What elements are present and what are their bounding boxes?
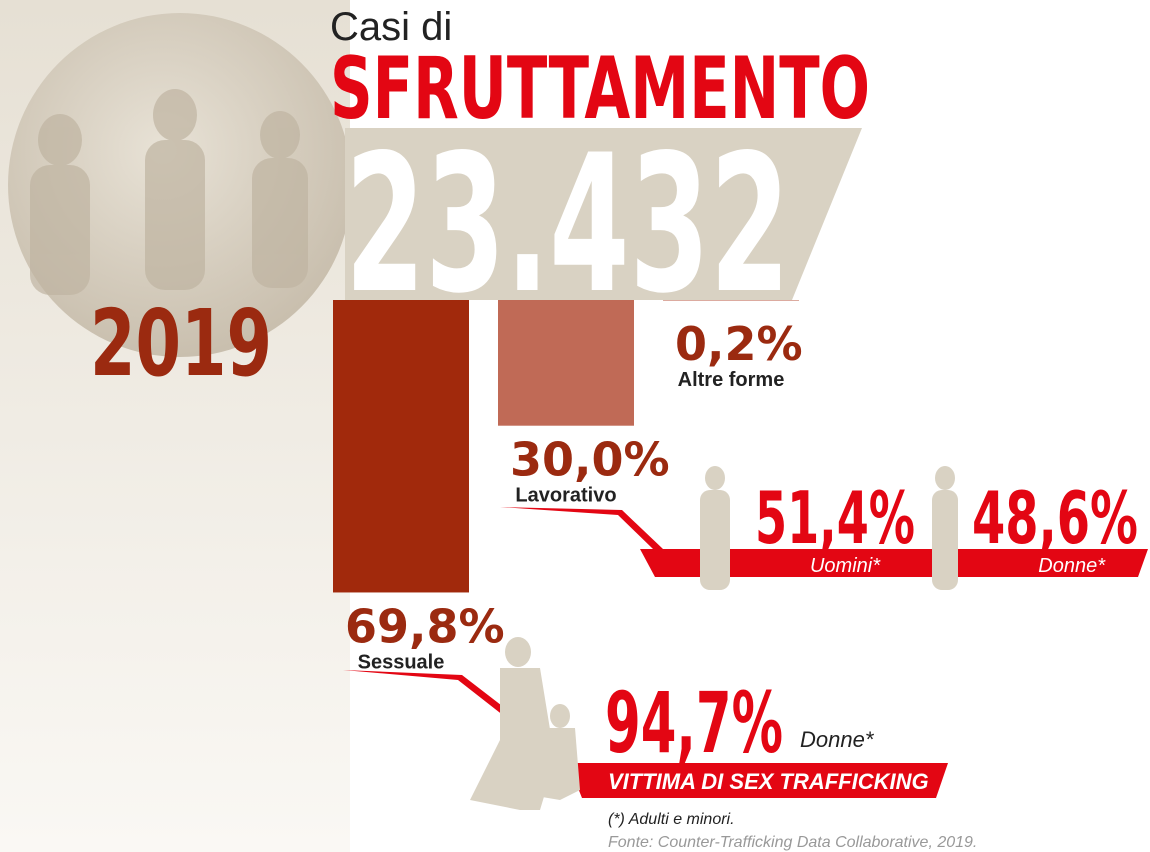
trafficking-label: Donne* — [800, 727, 875, 752]
year: 2019 — [90, 290, 272, 397]
trafficking-value: 94,7% — [605, 674, 783, 772]
source: Fonte: Counter-Trafficking Data Collabor… — [608, 834, 977, 851]
value-label: 0,2% — [675, 317, 803, 371]
men-value: 51,4% — [755, 476, 915, 560]
value-label: 30,0% — [510, 433, 670, 487]
title: Casi di — [330, 5, 452, 49]
category-label: Altre forme — [678, 369, 785, 391]
value-label: 69,8% — [345, 599, 505, 653]
bar — [663, 300, 799, 301]
subtitle: SFRUTTAMENTO — [330, 39, 870, 139]
category-label: Sessuale — [358, 651, 445, 673]
bar — [498, 300, 634, 426]
women-label: Donne* — [1038, 555, 1106, 577]
people-silhouettes — [30, 89, 308, 295]
gender-silhouettes — [470, 466, 958, 810]
bar — [333, 300, 469, 593]
total: 23.432 — [345, 114, 790, 335]
women-value: 48,6% — [972, 476, 1138, 560]
total-band — [345, 128, 862, 300]
men-label: Uomini* — [810, 555, 881, 577]
footnote: (*) Adulti e minori. — [608, 811, 735, 828]
category-label: Lavorativo — [515, 485, 616, 507]
trafficking-banner: VITTIMA DI SEX TRAFFICKING — [608, 769, 929, 794]
